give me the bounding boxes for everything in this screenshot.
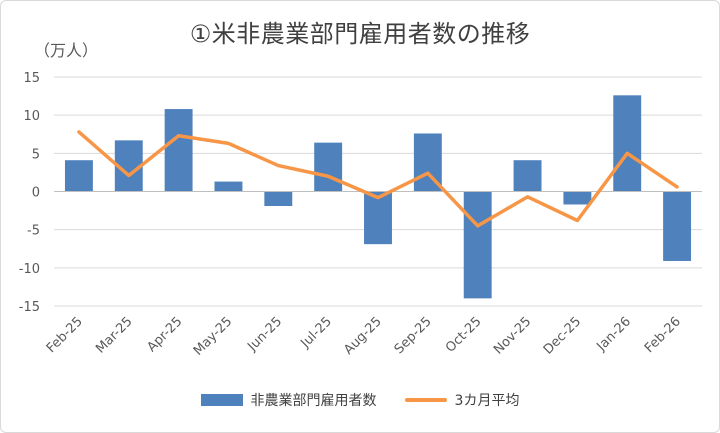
legend-bar-label: 非農業部門雇用者数 [250,393,377,409]
bar [264,191,293,207]
y-tick-label: -10 [19,262,40,277]
y-tick-label: -5 [27,224,40,239]
bar [214,181,243,192]
bar [364,191,392,245]
x-tick-label: Jul-25 [298,314,335,351]
y-axis-unit-label: （万人） [34,41,99,60]
x-tick-label: Aug-25 [341,314,385,358]
y-tick-label: -15 [19,300,40,315]
x-tick-label: May-25 [191,314,235,358]
x-tick-label: Dec-25 [541,314,584,357]
legend-item-line: 3カ月平均 [404,390,520,410]
line-series-3month-avg [77,130,679,228]
bar [463,191,492,299]
y-tick-label: 15 [23,71,40,86]
legend-item-bars: 非農業部門雇用者数 [200,390,377,410]
x-tick-label: Sep-25 [392,314,435,357]
bar [613,95,642,192]
bar [64,160,93,192]
x-tick-label: Apr-25 [144,314,185,355]
bar [513,160,542,192]
bar [164,109,193,192]
x-tick-label: Nov-25 [491,314,534,357]
bar [663,191,692,261]
x-tick-label: Feb-26 [642,314,684,356]
legend-line-label: 3カ月平均 [454,393,520,409]
legend-line-swatch [404,398,447,402]
chart-legend: 非農業部門雇用者数 3カ月平均 [0,390,720,410]
x-tick-label: Oct-25 [443,314,485,356]
y-tick-label: 10 [23,109,40,124]
x-tick-label: Feb-25 [44,314,86,356]
y-tick-label: 0 [32,186,40,201]
chart-title: ①米非農業部門雇用者数の推移 [189,20,531,48]
x-tick-label: Jan-26 [594,314,635,355]
x-tick-label: Mar-25 [93,314,135,356]
x-tick-label: Jun-25 [244,314,285,355]
bar [563,191,592,205]
y-tick-label: 5 [32,147,40,162]
bar [314,142,343,192]
legend-bar-swatch [200,394,243,406]
